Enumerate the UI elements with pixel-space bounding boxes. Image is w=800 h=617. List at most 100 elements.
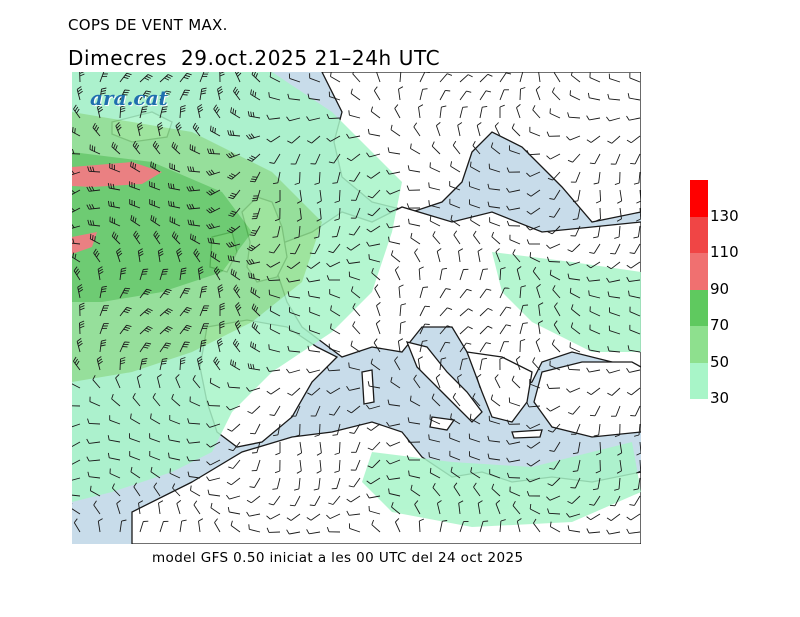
wind-barb-tick — [157, 124, 163, 129]
wind-barb — [398, 286, 401, 299]
wind-barb — [630, 513, 641, 521]
wind-barb — [550, 274, 561, 281]
wind-barb-tick — [626, 516, 632, 521]
wind-barb-tick — [187, 219, 190, 225]
legend-swatch-130 — [690, 180, 708, 217]
wind-barb-tick — [252, 90, 255, 96]
wind-barb — [249, 528, 261, 533]
wind-barb — [614, 243, 621, 255]
wind-barb — [298, 477, 301, 489]
wind-barb-tick — [328, 161, 334, 164]
wind-barb-tick — [272, 236, 278, 238]
wind-barb-tick — [124, 326, 131, 330]
wind-barb-tick — [506, 205, 510, 211]
wind-barb — [159, 359, 163, 371]
wind-barb — [376, 305, 381, 317]
wind-barb-tick — [413, 122, 418, 128]
wind-barb-tick — [535, 86, 541, 91]
wind-barb — [436, 503, 441, 515]
wind-barb — [139, 308, 149, 317]
wind-barb — [450, 471, 461, 479]
wind-barb-tick — [163, 94, 169, 97]
wind-barb-tick — [572, 200, 578, 203]
wind-barb-tick — [113, 233, 117, 239]
wind-barb — [499, 72, 507, 83]
wind-barb-tick — [161, 111, 167, 113]
wind-barb-tick — [255, 73, 259, 79]
wind-barb-tick — [326, 113, 330, 119]
wind-barb-tick — [181, 270, 187, 273]
wind-barb — [615, 405, 621, 417]
wind-barb — [370, 423, 381, 431]
wind-barb — [234, 323, 241, 335]
wind-barb — [349, 135, 361, 139]
wind-barb — [499, 324, 507, 335]
wind-barb — [479, 325, 489, 335]
wind-barb-tick — [394, 356, 399, 361]
wind-barb — [330, 135, 341, 142]
wind-barb — [349, 527, 361, 533]
wind-barb-tick — [171, 393, 174, 399]
wind-barb — [494, 125, 501, 137]
wind-barb — [289, 279, 301, 283]
wind-barb-tick — [269, 324, 272, 330]
wind-barb-tick — [164, 329, 170, 333]
wind-barb-tick — [97, 358, 103, 363]
wind-barb — [519, 72, 524, 83]
wind-barb — [590, 135, 601, 143]
wind-barb — [394, 360, 401, 371]
wind-barb — [432, 235, 441, 245]
wind-barb — [210, 130, 221, 137]
wind-barb — [450, 165, 461, 173]
wind-barb-tick — [500, 267, 506, 270]
wind-barb-tick — [266, 114, 270, 120]
wind-barb-tick — [307, 291, 310, 297]
wind-barb — [519, 286, 522, 299]
wind-barb-tick — [107, 452, 110, 458]
wind-barb-tick — [137, 374, 142, 378]
wind-barb-tick — [192, 166, 195, 172]
wind-barb-tick — [536, 284, 541, 288]
wind-barb — [150, 418, 161, 425]
wind-barb-tick — [266, 263, 271, 268]
wind-barb — [577, 441, 581, 453]
wind-barb-tick — [346, 258, 350, 264]
wind-barb-tick — [442, 520, 448, 522]
wind-barb-tick — [289, 504, 295, 507]
wind-barb-tick — [123, 76, 129, 80]
wind-barb — [491, 488, 501, 497]
wind-barb-tick — [191, 203, 195, 209]
wind-barb — [330, 387, 341, 394]
wind-barb-tick — [120, 272, 126, 275]
wind-barb — [119, 307, 128, 317]
wind-barb-tick — [476, 374, 482, 378]
wind-barb-tick — [442, 267, 448, 270]
wind-barb-tick — [268, 344, 270, 350]
wind-barb — [232, 189, 241, 199]
wind-barb-tick — [147, 308, 153, 312]
wind-barb-tick — [228, 214, 234, 217]
wind-barb-tick — [147, 74, 153, 78]
wind-barb — [89, 207, 101, 210]
wind-barb-tick — [134, 217, 137, 223]
wind-barb — [389, 493, 401, 497]
wind-barb — [216, 341, 221, 353]
wind-barb-tick — [617, 200, 622, 204]
wind-barb — [470, 166, 481, 173]
wind-barb-tick — [485, 342, 491, 345]
legend-label-30: 30 — [710, 389, 730, 407]
wind-barb — [569, 261, 581, 266]
wind-barb-tick — [72, 148, 75, 154]
wind-barb-tick — [391, 502, 394, 508]
wind-barb-tick — [180, 107, 186, 110]
wind-barb-tick — [366, 493, 370, 499]
wind-barb — [594, 405, 601, 417]
wind-barb-tick — [253, 72, 256, 77]
wind-barb — [618, 225, 621, 238]
wind-barb-tick — [197, 106, 203, 111]
wind-barb — [495, 503, 501, 515]
wind-barb-tick — [200, 92, 206, 95]
wind-barb-tick — [252, 342, 254, 348]
wind-barb-tick — [526, 424, 531, 429]
wind-barb — [568, 116, 581, 119]
